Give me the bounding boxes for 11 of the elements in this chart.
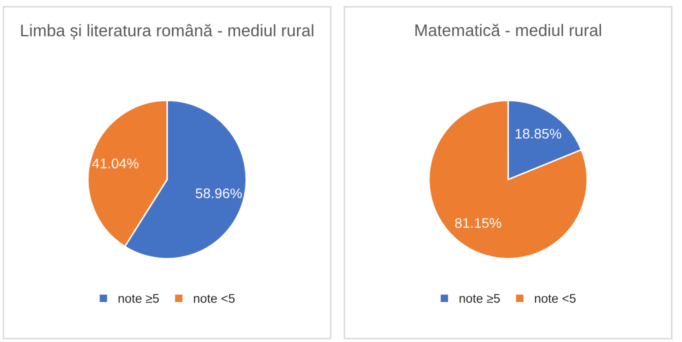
legend-label: note ≥5 (460, 294, 500, 303)
legend-label: note ≥5 (118, 294, 159, 303)
legend-label: note <5 (534, 294, 576, 303)
chart-title: Limba și literatura română - mediul rural (21, 24, 314, 40)
legend-label: note <5 (194, 294, 235, 303)
pie-slice (428, 100, 588, 260)
data-label: 58.96% (196, 188, 242, 198)
data-label: 18.85% (516, 128, 562, 139)
data-label: 81.15% (455, 218, 502, 228)
data-label: 41.04% (92, 158, 138, 168)
chart-title: Matematică - mediul rural (415, 24, 601, 36)
